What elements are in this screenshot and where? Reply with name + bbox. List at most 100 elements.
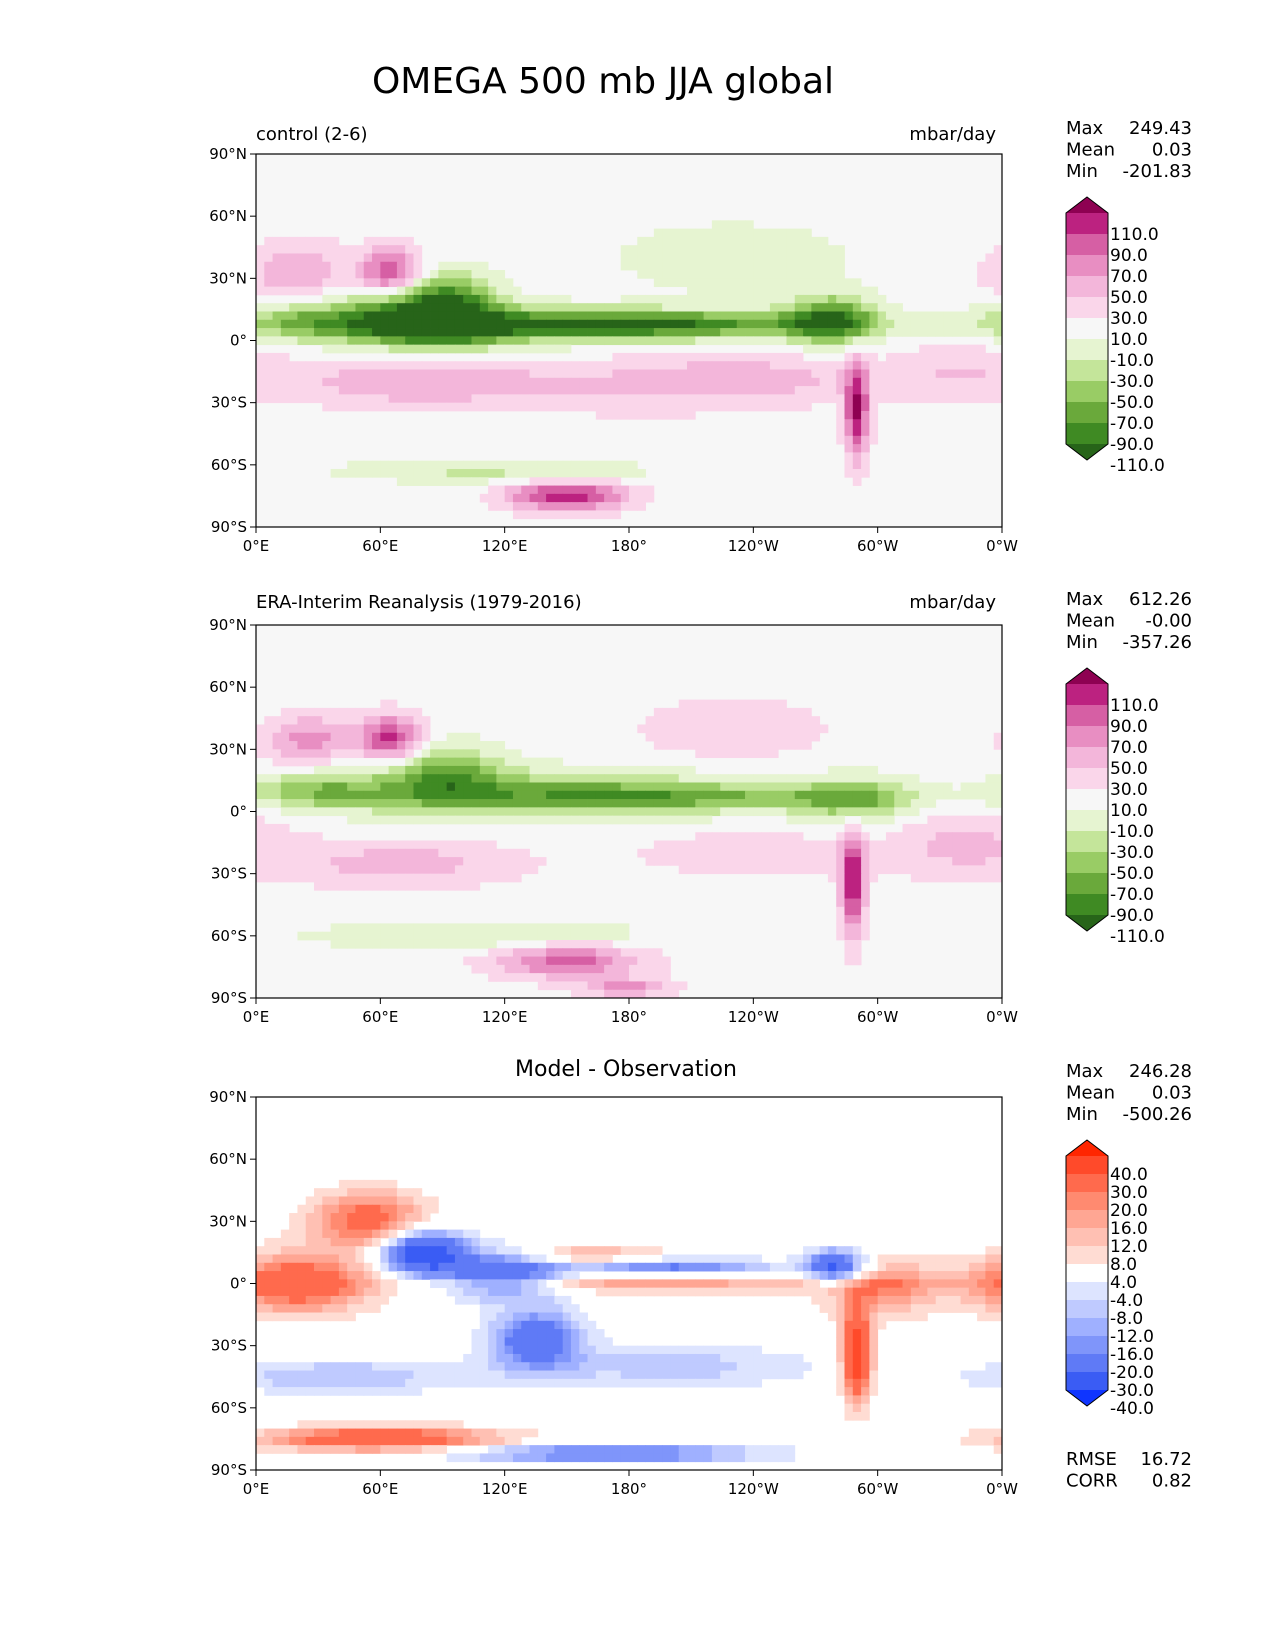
field-cell: [861, 931, 870, 941]
field-cell: [852, 931, 862, 941]
field-cell: [811, 394, 821, 404]
field-cell: [736, 286, 746, 296]
field-cell: [512, 510, 522, 520]
field-cell: [943, 344, 953, 354]
field-cell: [910, 319, 920, 329]
field-cell: [446, 1262, 456, 1272]
field-cell: [745, 228, 754, 238]
field-cell: [902, 1295, 912, 1305]
field-cell: [977, 782, 986, 792]
field-cell: [554, 303, 564, 312]
field-cell: [570, 1345, 580, 1355]
field-cell: [479, 303, 489, 312]
field-cell: [562, 1295, 572, 1305]
field-cell: [919, 873, 928, 883]
field-cell: [852, 1395, 862, 1405]
field-cell: [604, 765, 613, 775]
field-cell: [264, 1362, 273, 1371]
field-cell: [537, 1345, 547, 1355]
field-cell: [678, 1254, 688, 1264]
field-cell: [504, 815, 514, 825]
field-cell: [769, 245, 779, 254]
field-cell: [977, 369, 986, 379]
field-cell: [604, 782, 613, 792]
field-cell: [521, 807, 530, 817]
field-cell: [421, 1271, 431, 1280]
field-cell: [496, 948, 506, 957]
field-cell: [927, 1271, 937, 1280]
field-cell: [322, 931, 331, 941]
field-cell: [297, 931, 307, 941]
field-cell: [413, 336, 423, 346]
field-cell: [305, 1312, 315, 1322]
field-cell: [985, 848, 995, 858]
field-cell: [952, 857, 961, 866]
colorbar-segment: [1066, 276, 1108, 298]
field-cell: [280, 245, 290, 254]
field-cell: [861, 427, 870, 437]
field-cell: [993, 873, 1003, 883]
field-cell: [902, 799, 912, 808]
field-cell: [280, 319, 290, 329]
x-tick-label: 60°W: [857, 537, 899, 555]
field-cell: [256, 361, 265, 370]
field-cell: [388, 1213, 398, 1222]
field-cell: [562, 782, 572, 792]
field-cell: [968, 815, 978, 825]
field-cell: [803, 303, 812, 312]
field-cell: [769, 716, 779, 725]
field-cell: [587, 1254, 597, 1264]
field-cell: [297, 732, 307, 742]
field-cell: [811, 815, 821, 825]
field-cell: [852, 848, 862, 858]
field-cell: [687, 774, 696, 783]
field-cell: [869, 1295, 879, 1305]
field-cell: [604, 1262, 613, 1272]
field-cell: [678, 1370, 688, 1380]
field-cell: [289, 303, 298, 312]
field-cell: [811, 286, 821, 296]
field-cell: [421, 1196, 431, 1206]
field-cell: [877, 394, 887, 404]
field-cell: [653, 1378, 663, 1388]
field-cell: [413, 1420, 423, 1429]
field-cell: [595, 468, 605, 478]
field-cell: [761, 865, 771, 875]
field-cell: [454, 1453, 464, 1463]
field-cell: [703, 1445, 713, 1454]
field-cell: [687, 799, 696, 808]
field-cell: [902, 319, 912, 329]
colorbar-extend-min: [1066, 915, 1108, 931]
field-cell: [388, 1279, 398, 1289]
field-cell: [355, 468, 365, 478]
field-cell: [562, 319, 572, 329]
field-cell: [687, 790, 696, 800]
field-cell: [861, 1353, 870, 1363]
field-cell: [529, 1271, 539, 1280]
field-cell: [653, 716, 663, 725]
field-cell: [488, 493, 497, 503]
field-cell: [471, 1378, 481, 1388]
field-cell: [562, 493, 572, 503]
field-cell: [595, 1254, 605, 1264]
field-cell: [695, 278, 704, 288]
field-cell: [388, 782, 398, 792]
field-cell: [479, 270, 489, 279]
field-cell: [919, 790, 928, 800]
field-cell: [529, 973, 539, 982]
field-cell: [604, 948, 613, 957]
field-cell: [446, 460, 456, 470]
field-cell: [438, 807, 448, 817]
field-cell: [819, 799, 829, 808]
field-cell: [305, 1246, 315, 1255]
field-cell: [629, 369, 638, 379]
field-cell: [736, 1453, 746, 1463]
field-cell: [438, 923, 448, 933]
field-cell: [629, 1287, 638, 1297]
field-cell: [819, 1271, 829, 1280]
field-cell: [396, 873, 406, 883]
field-cell: [836, 799, 845, 808]
field-cell: [446, 286, 456, 296]
field-cell: [355, 1196, 365, 1206]
x-tick-label: 0°W: [986, 537, 1018, 555]
